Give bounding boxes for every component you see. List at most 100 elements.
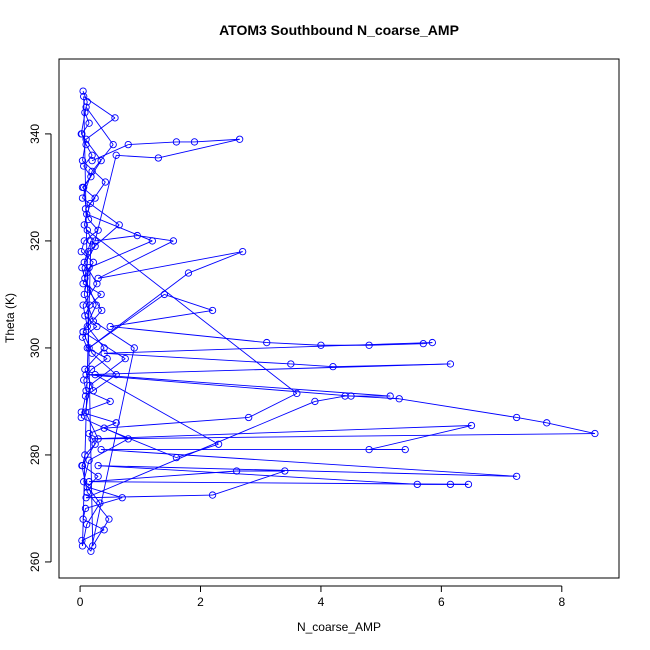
- data-point: [82, 371, 90, 379]
- data-point: [341, 392, 349, 400]
- plot-frame: [58, 58, 620, 579]
- data-point: [78, 194, 87, 202]
- data-point: [311, 397, 319, 406]
- x-axis-label: N_coarse_AMP: [297, 620, 381, 634]
- series-segment: [82, 304, 97, 333]
- series-segment: [164, 293, 213, 311]
- series-segment: [84, 369, 94, 391]
- data-point: [89, 387, 97, 395]
- data-point: [80, 478, 88, 486]
- data-point: [428, 338, 436, 347]
- y-tick-label: 260: [28, 552, 42, 572]
- data-point: [91, 237, 99, 245]
- series-segment: [86, 494, 213, 499]
- data-point: [84, 215, 93, 224]
- data-point: [77, 130, 85, 138]
- data-point: [103, 354, 111, 363]
- data-point: [93, 322, 101, 331]
- data-point: [91, 371, 99, 379]
- x-tick-label: 4: [318, 595, 325, 609]
- series-segment: [85, 144, 93, 156]
- series-segment: [84, 347, 105, 370]
- series-segment: [83, 481, 101, 504]
- data-series: [82, 135, 599, 502]
- data-point: [78, 542, 87, 550]
- data-point: [88, 435, 96, 443]
- data-point: [106, 397, 114, 406]
- series-segment: [82, 171, 93, 199]
- data-point: [87, 173, 95, 181]
- series-segment: [95, 374, 391, 397]
- data-point: [172, 138, 181, 146]
- data-point: [81, 408, 90, 416]
- data-point: [83, 483, 91, 491]
- data-point: [543, 419, 551, 427]
- series-segment: [94, 374, 219, 445]
- data-point: [100, 526, 108, 534]
- y-axis-label: Theta (K): [3, 293, 17, 343]
- x-tick-label: 2: [197, 595, 204, 609]
- data-point: [160, 290, 169, 299]
- series-segment: [80, 107, 87, 134]
- series-segment: [81, 529, 105, 541]
- data-point: [94, 461, 102, 470]
- x-axis: 0 2 4 6 8: [77, 585, 565, 609]
- data-point: [91, 440, 99, 448]
- data-point: [79, 328, 87, 336]
- series-segment: [88, 272, 189, 349]
- data-point: [96, 499, 104, 507]
- data-point: [89, 258, 97, 266]
- data-point: [97, 290, 105, 299]
- series-segment: [86, 326, 105, 349]
- data-point: [79, 280, 87, 288]
- data-point: [83, 226, 91, 234]
- series-segment: [88, 422, 117, 434]
- series-segment: [110, 310, 213, 327]
- data-point: [82, 387, 90, 395]
- data-point: [85, 344, 93, 352]
- data-point: [105, 515, 113, 523]
- data-point: [591, 429, 599, 438]
- data-point: [130, 344, 138, 352]
- series-segment: [98, 465, 517, 477]
- series-segment: [314, 395, 346, 402]
- series-segment: [91, 144, 129, 162]
- data-point: [464, 480, 473, 489]
- series-segment: [85, 117, 116, 140]
- y-tick-label: 320: [28, 231, 42, 251]
- data-point: [77, 408, 85, 416]
- data-point: [133, 231, 141, 240]
- data-point: [467, 421, 476, 430]
- data-point: [208, 491, 217, 499]
- series-segment: [88, 224, 120, 252]
- series-segment: [85, 497, 123, 509]
- data-point: [94, 274, 102, 283]
- data-point: [172, 453, 181, 462]
- series-segment: [94, 155, 117, 242]
- data-point: [83, 322, 91, 331]
- data-point: [118, 494, 126, 502]
- series-segment: [89, 470, 237, 483]
- data-point: [83, 520, 91, 529]
- data-point: [88, 151, 96, 159]
- series-segment: [88, 219, 99, 231]
- data-point: [81, 205, 90, 213]
- series-segment: [92, 433, 595, 440]
- data-point: [281, 467, 289, 475]
- data-point: [89, 317, 97, 325]
- series-segment: [88, 294, 165, 349]
- series-segment: [85, 411, 99, 440]
- series-segment: [84, 112, 90, 124]
- data-point: [83, 488, 91, 497]
- data-point: [214, 440, 223, 448]
- data-point: [85, 429, 93, 438]
- y-axis: 260 280 300 320 340: [28, 124, 52, 572]
- data-point: [80, 258, 88, 266]
- data-point: [81, 312, 89, 320]
- data-series: [77, 87, 156, 555]
- data-point: [78, 157, 87, 165]
- data-point: [365, 341, 373, 349]
- series-segment: [82, 197, 120, 226]
- data-point: [78, 536, 86, 545]
- data-point: [78, 461, 86, 470]
